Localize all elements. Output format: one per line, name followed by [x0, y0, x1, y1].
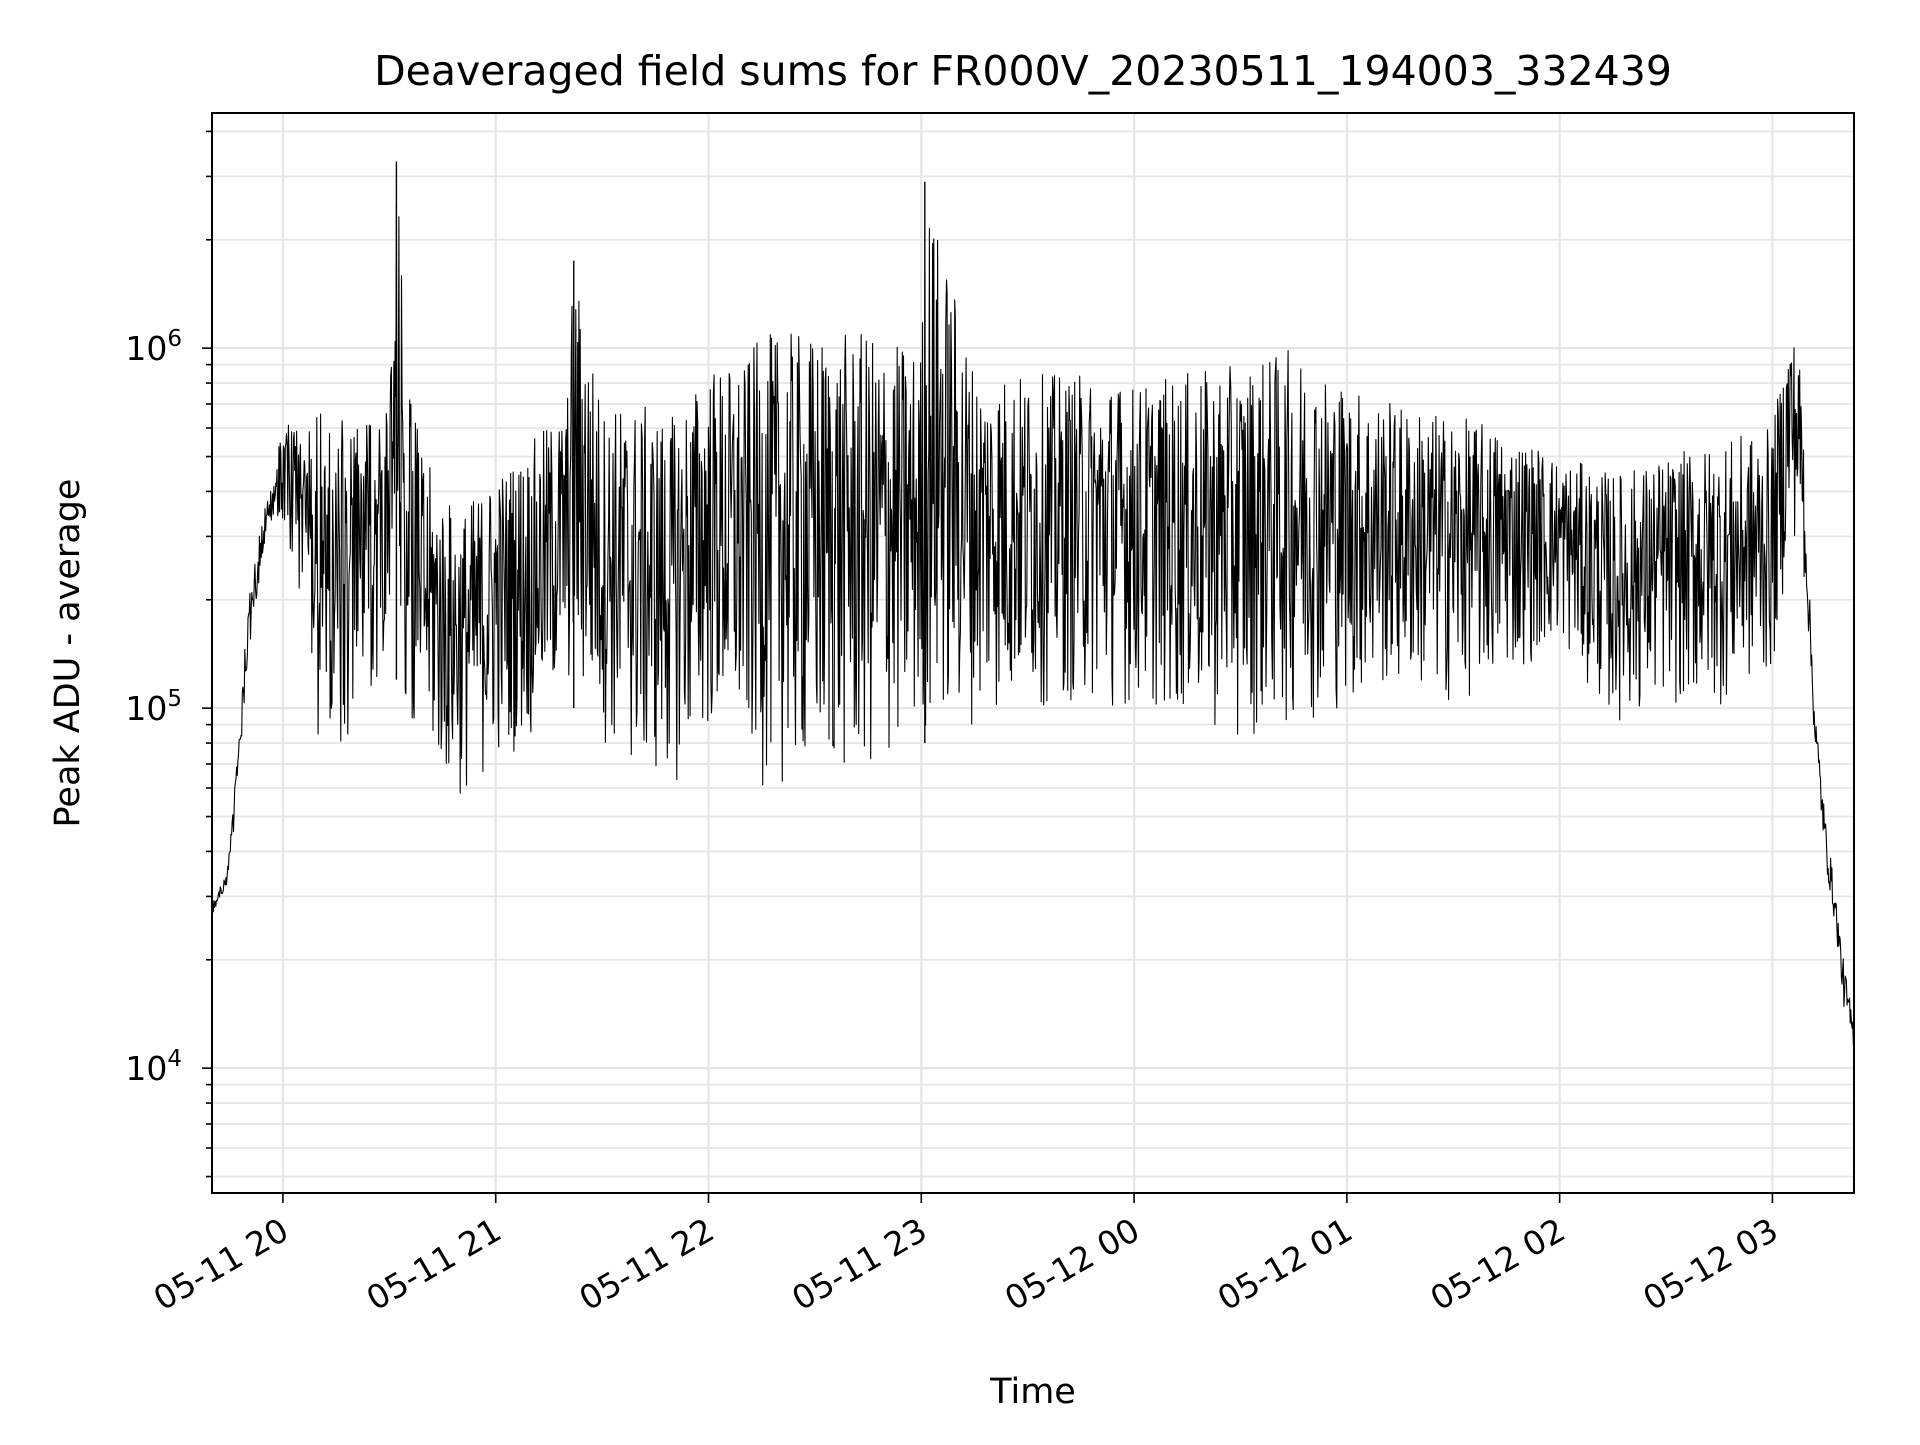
y-tick-label: 104 [125, 1046, 182, 1088]
x-tick-label: 05-11 22 [573, 1210, 721, 1318]
series-line [211, 161, 1855, 1046]
grid [212, 113, 1854, 1193]
x-axis-label: Time [989, 1372, 1076, 1412]
x-tick-label: 05-12 02 [1424, 1210, 1572, 1318]
y-axis: 104 105 106 [125, 130, 212, 1178]
plot-area-frame [211, 112, 1855, 1194]
x-tick-label: 05-11 21 [360, 1210, 508, 1318]
y-axis-label: Peak ADU - average [48, 479, 88, 828]
x-tick-label: 05-12 03 [1636, 1210, 1784, 1318]
x-tick-label: 05-12 00 [998, 1210, 1146, 1318]
y-tick-label: 106 [125, 326, 182, 368]
series-trace [211, 204, 1855, 1046]
chart-title: Deaveraged field sums for FR000V_2023051… [374, 47, 1672, 95]
y-tick-label: 105 [125, 686, 182, 728]
x-tick-label: 05-12 01 [1211, 1210, 1359, 1318]
x-tick-label: 05-11 20 [147, 1210, 295, 1318]
x-axis: 05-11 20 05-11 21 05-11 22 05-11 23 05-12 00… [147, 1193, 1784, 1318]
x-tick-label: 05-11 23 [785, 1210, 933, 1318]
